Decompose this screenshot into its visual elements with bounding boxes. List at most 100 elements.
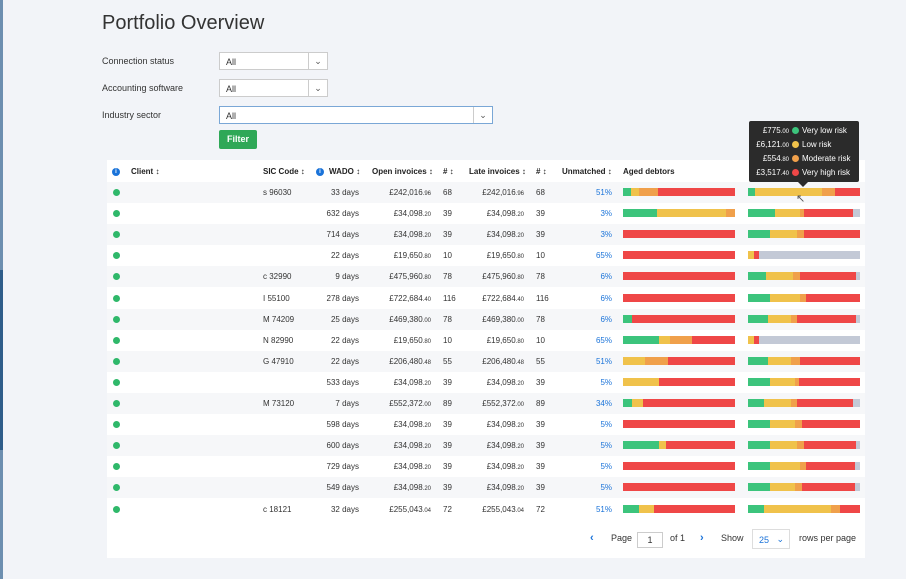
header-unmatched[interactable]: Unmatched ↕ xyxy=(562,167,612,176)
risk-breakdown-bar[interactable] xyxy=(748,483,860,492)
open-count-cell: 39 xyxy=(443,483,452,493)
risk-breakdown-bar[interactable] xyxy=(748,377,860,386)
risk-breakdown-bar[interactable] xyxy=(748,441,860,450)
table-row[interactable]: c 32990 9 days £475,960.80 78 £475,960.80 78 6… xyxy=(107,266,865,288)
unmatched-link[interactable]: 51% xyxy=(595,504,612,514)
bar-segment xyxy=(855,483,860,492)
bar-segment xyxy=(855,462,860,471)
late-invoices-cell: £475,960.80 xyxy=(482,272,524,282)
table-row[interactable]: 729 days £34,098.20 39 £34,098.20 39 5% xyxy=(107,456,865,477)
filter-button[interactable]: Filter xyxy=(219,130,257,149)
unmatched-link[interactable]: 5% xyxy=(600,462,612,472)
unmatched-link[interactable]: 5% xyxy=(600,483,612,493)
rows-per-page-select[interactable]: 25 ⌄ xyxy=(752,529,790,549)
table-row[interactable]: N 82990 22 days £19,650.80 10 £19,650.80 10 65… xyxy=(107,330,865,351)
aged-debtors-bar[interactable] xyxy=(623,230,735,239)
aged-debtors-bar[interactable] xyxy=(623,441,735,450)
late-invoices-cell: £469,380.00 xyxy=(482,314,524,324)
unmatched-link[interactable]: 51% xyxy=(595,356,612,366)
table-row[interactable]: M 73120 7 days £552,372.00 89 £552,372.00 89 3… xyxy=(107,393,865,414)
table-row[interactable]: 600 days £34,098.20 39 £34,098.20 39 5% xyxy=(107,435,865,457)
aged-debtors-bar[interactable] xyxy=(623,399,735,407)
industry-sector-select[interactable]: All ⌄ xyxy=(219,106,493,124)
table-row[interactable]: 598 days £34,098.20 39 £34,098.20 39 5% xyxy=(107,414,865,435)
risk-breakdown-bar[interactable] xyxy=(748,356,860,365)
table-row[interactable]: 533 days £34,098.20 39 £34,098.20 39 5% xyxy=(107,372,865,393)
unmatched-link[interactable]: 65% xyxy=(595,251,612,261)
aged-debtors-bar[interactable] xyxy=(623,335,735,344)
header-late-count[interactable]: # ↕ xyxy=(536,167,547,176)
header-open-invoices[interactable]: Open invoices ↕ xyxy=(372,167,433,176)
unmatched-link[interactable]: 6% xyxy=(600,293,612,303)
aged-debtors-bar[interactable] xyxy=(623,314,735,323)
late-count-cell: 39 xyxy=(536,462,545,472)
risk-breakdown-bar[interactable] xyxy=(748,335,860,344)
unmatched-link[interactable]: 5% xyxy=(600,420,612,430)
risk-breakdown-bar[interactable] xyxy=(748,209,860,218)
bar-segment xyxy=(645,356,668,365)
unmatched-link[interactable]: 6% xyxy=(600,272,612,282)
aged-debtors-bar[interactable] xyxy=(623,356,735,365)
header-client[interactable]: Client ↕ xyxy=(131,167,160,176)
chevron-down-icon: ⌄ xyxy=(308,53,327,69)
accounting-software-select[interactable]: All ⌄ xyxy=(219,79,328,97)
aged-debtors-bar[interactable] xyxy=(623,209,735,218)
aged-debtors-bar[interactable] xyxy=(623,293,735,302)
page-number-input[interactable]: 1 xyxy=(637,532,663,548)
risk-breakdown-bar[interactable] xyxy=(748,504,860,513)
previous-page-icon[interactable]: ‹ xyxy=(590,532,594,544)
tooltip-row: £775.00 Very low risk xyxy=(762,126,847,135)
header-late-invoices[interactable]: Late invoices ↕ xyxy=(469,167,526,176)
risk-breakdown-bar[interactable] xyxy=(748,230,860,239)
aged-debtors-bar[interactable] xyxy=(623,462,735,471)
next-page-icon[interactable]: › xyxy=(700,532,704,544)
aged-debtors-bar[interactable] xyxy=(623,377,735,386)
aged-debtors-bar[interactable] xyxy=(623,483,735,492)
risk-breakdown-bar[interactable] xyxy=(748,462,860,471)
unmatched-link[interactable]: 3% xyxy=(600,230,612,240)
unmatched-link[interactable]: 51% xyxy=(595,188,612,197)
aged-debtors-bar[interactable] xyxy=(623,420,735,429)
header-open-count[interactable]: # ↕ xyxy=(443,167,454,176)
table-row[interactable]: s 96030 33 days £242,016.96 68 £242,016.96 68… xyxy=(107,182,865,203)
unmatched-link[interactable]: 5% xyxy=(600,377,612,387)
risk-breakdown-bar[interactable] xyxy=(748,251,860,260)
risk-breakdown-bar[interactable] xyxy=(748,188,860,196)
unmatched-link[interactable]: 65% xyxy=(595,335,612,345)
bar-segment xyxy=(667,356,735,365)
late-count-cell: 68 xyxy=(536,188,545,197)
risk-breakdown-bar[interactable] xyxy=(748,399,860,407)
header-sic-code[interactable]: SIC Code ↕ xyxy=(263,167,305,176)
connection-status-select[interactable]: All ⌄ xyxy=(219,52,328,70)
header-wado[interactable]: WADO ↕ xyxy=(329,167,361,176)
unmatched-link[interactable]: 3% xyxy=(600,209,612,219)
late-count-cell: 39 xyxy=(536,420,545,430)
table-row[interactable]: 632 days £34,098.20 39 £34,098.20 39 3% xyxy=(107,203,865,224)
unmatched-link[interactable]: 5% xyxy=(600,441,612,451)
bar-segment xyxy=(623,335,659,344)
risk-breakdown-bar[interactable] xyxy=(748,420,860,429)
connection-status-dot xyxy=(113,421,120,429)
table-row[interactable]: 549 days £34,098.20 39 £34,098.20 39 5% xyxy=(107,477,865,499)
aged-debtors-bar[interactable] xyxy=(623,272,735,281)
late-count-cell: 116 xyxy=(536,293,549,303)
wado-info-icon[interactable]: i xyxy=(316,167,324,176)
table-row[interactable]: c 18121 32 days £255,043.04 72 £255,043.04 72… xyxy=(107,499,865,520)
unmatched-link[interactable]: 6% xyxy=(600,314,612,324)
table-row[interactable]: M 74209 25 days £469,380.00 78 £469,380.00 78… xyxy=(107,308,865,330)
connection-status-dot xyxy=(113,336,120,344)
status-info-icon[interactable]: i xyxy=(112,167,120,176)
aged-debtors-bar[interactable] xyxy=(623,504,735,513)
table-row[interactable]: I 55100 278 days £722,684.40 116 £722,684.40… xyxy=(107,288,865,309)
unmatched-link[interactable]: 34% xyxy=(595,399,612,408)
table-row[interactable]: 22 days £19,650.80 10 £19,650.80 10 65% xyxy=(107,245,865,266)
sic-code-cell: M 73120 xyxy=(263,399,295,408)
risk-breakdown-bar[interactable] xyxy=(748,293,860,302)
risk-breakdown-bar[interactable] xyxy=(748,314,860,323)
risk-breakdown-bar[interactable] xyxy=(748,272,860,281)
bar-segment xyxy=(623,356,646,365)
aged-debtors-bar[interactable] xyxy=(623,188,735,196)
table-row[interactable]: G 47910 22 days £206,480.48 55 £206,480.48 55… xyxy=(107,350,865,372)
aged-debtors-bar[interactable] xyxy=(623,251,735,260)
table-row[interactable]: 714 days £34,098.20 39 £34,098.20 39 3% xyxy=(107,224,865,246)
